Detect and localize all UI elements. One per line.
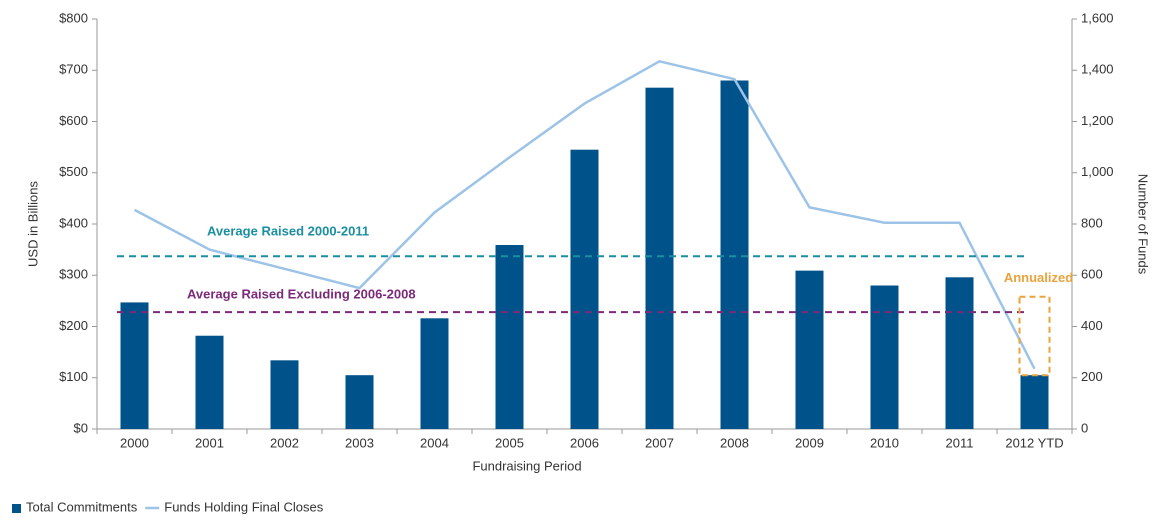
x-tick-label: 2004 (420, 435, 449, 450)
y-tick-label: $400 (59, 215, 88, 230)
y2-tick-label: 0 (1081, 420, 1088, 435)
y2-tick-label: 1,400 (1081, 62, 1114, 77)
x-tick-label: 2010 (870, 435, 899, 450)
annualized-label: Annualized (1004, 270, 1073, 285)
x-tick-label: 2011 (946, 435, 974, 450)
average-label: Average Raised 2000-2011 (207, 224, 369, 239)
x-tick-label: 2003 (345, 435, 374, 450)
line (133, 59, 1036, 370)
y2-tick-label: 1,200 (1081, 113, 1114, 128)
legend-label: Total Commitments (26, 499, 138, 514)
y-tick-label: $800 (59, 10, 88, 25)
y2-tick-label: 1,000 (1081, 164, 1114, 179)
y-axis-label: USD in Billions (25, 181, 40, 267)
bar (795, 270, 824, 429)
y-tick-label: $100 (59, 369, 88, 384)
y-tick-label: $500 (59, 164, 88, 179)
x-axis-label: Fundraising Period (472, 458, 581, 473)
bar (195, 335, 224, 429)
bar (495, 245, 524, 429)
y-tick-label: $600 (59, 113, 88, 128)
y-tick-label: $700 (59, 62, 88, 77)
y-tick-label: $200 (59, 318, 88, 333)
x-tick-label: 2009 (795, 435, 824, 450)
legend-swatch (12, 504, 21, 513)
bar (870, 285, 899, 429)
y-tick-label: $0 (74, 420, 88, 435)
y2-tick-label: 1,600 (1081, 10, 1114, 25)
x-tick-label: 2006 (570, 435, 599, 450)
y2-axis-label: Number of Funds (1136, 174, 1151, 275)
x-tick-label: 2002 (270, 435, 299, 450)
average-label: Average Raised Excluding 2006-2008 (187, 287, 416, 302)
bar (345, 375, 374, 429)
bar (120, 302, 149, 429)
y-tick-label: $300 (59, 267, 88, 282)
bar (720, 80, 749, 429)
annualized-box (1018, 295, 1051, 377)
legend-label: Funds Holding Final Closes (164, 499, 323, 514)
bar (270, 360, 299, 429)
x-tick-label: 2000 (120, 435, 149, 450)
y2-tick-label: 400 (1081, 318, 1103, 333)
x-tick-label: 2008 (720, 435, 749, 450)
bar (645, 87, 674, 430)
x-tick-label: 2001 (195, 435, 224, 450)
x-tick-label: 2012 YTD (1005, 435, 1063, 450)
bar (945, 277, 974, 429)
y2-tick-label: 200 (1081, 369, 1103, 384)
x-tick-label: 2005 (495, 435, 524, 450)
bar (1020, 375, 1049, 429)
y2-tick-label: 600 (1081, 267, 1103, 282)
bar (570, 149, 599, 429)
x-tick-label: 2007 (645, 435, 674, 450)
y2-tick-label: 800 (1081, 215, 1103, 230)
bar (420, 318, 449, 429)
